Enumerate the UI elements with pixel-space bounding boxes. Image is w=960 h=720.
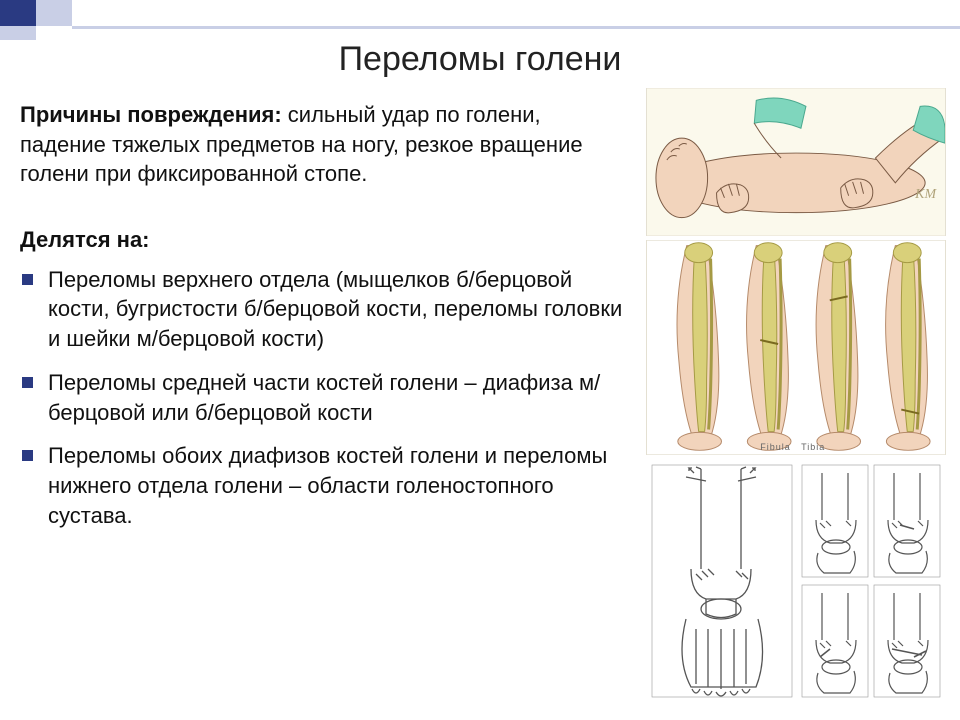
svg-text:KM: KM	[914, 187, 937, 202]
text-content: Причины повреждения: сильный удар по гол…	[20, 100, 630, 544]
divided-label: Делятся на:	[20, 225, 630, 255]
causes-block: Причины повреждения: сильный удар по гол…	[20, 100, 630, 189]
list-item: Переломы верхнего отдела (мыщелков б/бер…	[48, 265, 630, 354]
image-column: KM	[646, 88, 946, 704]
image-top: KM	[646, 88, 946, 236]
label-tibia: Tibia	[801, 442, 825, 452]
list-item: Переломы средней части костей голени – д…	[48, 368, 630, 427]
list-item: Переломы обоих диафизов костей голени и …	[48, 441, 630, 530]
image-middle-labels: Fibula Tibia	[760, 442, 825, 452]
causes-label: Причины повреждения:	[20, 102, 282, 127]
bullet-list: Переломы верхнего отдела (мыщелков б/бер…	[20, 265, 630, 531]
image-bottom	[646, 459, 946, 704]
label-fibula: Fibula	[760, 442, 791, 452]
image-middle: Fibula Tibia	[646, 240, 946, 455]
slide-title: Переломы голени	[0, 40, 960, 79]
